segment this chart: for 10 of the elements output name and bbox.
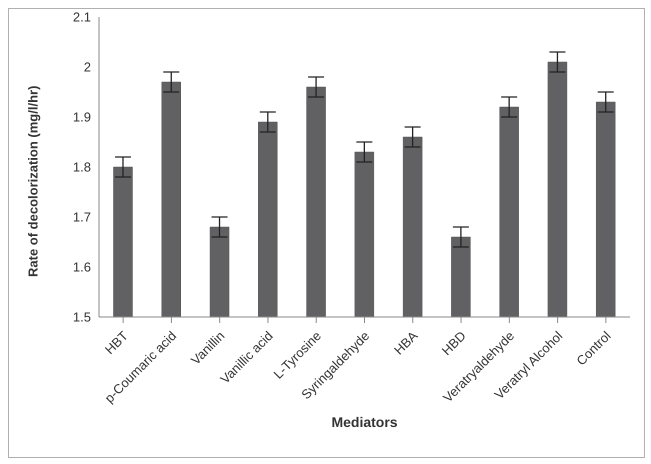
x-tick-label: HBA [391,328,421,358]
x-axis-title: Mediators [331,414,398,430]
y-tick-label: 1.8 [72,160,91,175]
y-tick-label: 2.1 [72,10,91,25]
y-tick-label: 1.7 [72,210,91,225]
y-tick-label: 2 [84,60,91,75]
y-tick-label: 1.6 [72,260,91,275]
y-axis-title: Rate of decolorization (mg/l/hr) [26,86,41,277]
y-tick-label: 1.9 [72,110,91,125]
y-tick-label: 1.5 [72,310,91,325]
